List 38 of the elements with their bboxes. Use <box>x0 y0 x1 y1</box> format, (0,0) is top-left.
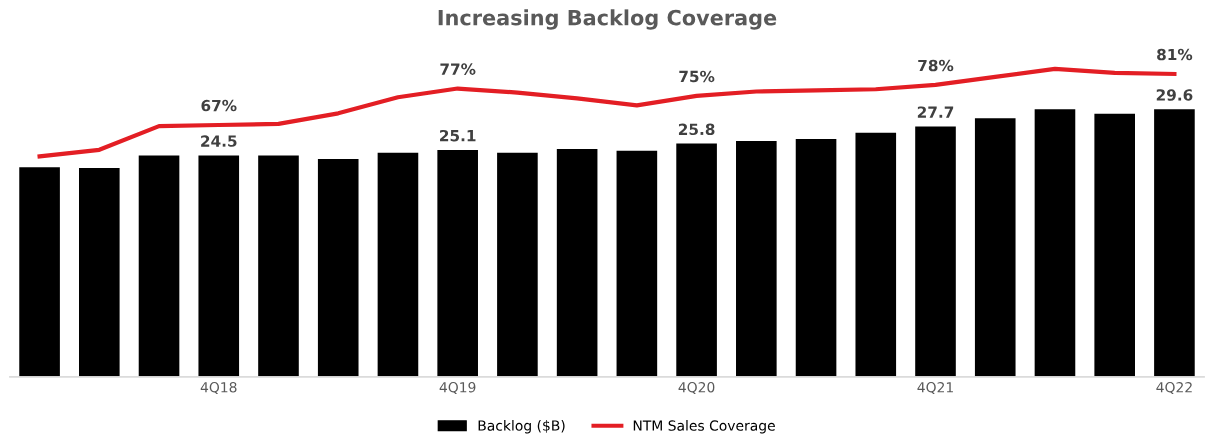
bar <box>377 152 419 377</box>
bar <box>1154 109 1195 377</box>
bar <box>437 149 478 377</box>
bar <box>258 155 299 377</box>
bar <box>855 132 897 377</box>
data-label: 29.6 <box>1156 89 1193 101</box>
bar <box>497 152 538 377</box>
legend-label: NTM Sales Coverage <box>633 420 775 434</box>
bar <box>736 140 777 377</box>
bar <box>317 158 359 377</box>
bar <box>556 149 598 377</box>
bar <box>1034 109 1076 377</box>
bar <box>198 155 240 377</box>
bar <box>795 139 837 377</box>
bar <box>616 150 658 377</box>
bar <box>138 155 180 377</box>
bar <box>1094 113 1135 377</box>
data-label: 25.8 <box>678 123 715 136</box>
x-tick-label: 4Q22 <box>1156 381 1192 395</box>
bar <box>915 126 956 377</box>
x-tick-label: 4Q20 <box>678 381 715 395</box>
bar <box>676 143 717 377</box>
data-label: 78% <box>918 59 954 72</box>
legend-label: Backlog ($B) <box>478 420 565 434</box>
data-label: 77% <box>440 63 476 75</box>
x-tick-label: 4Q19 <box>439 381 476 395</box>
bar <box>974 118 1016 377</box>
data-label: 25.1 <box>440 129 476 142</box>
x-tick-label: 4Q18 <box>200 381 237 395</box>
data-label: 67% <box>201 99 237 112</box>
chart-title: Increasing Backlog Coverage <box>438 9 777 30</box>
x-tick-label: 4Q21 <box>917 381 953 395</box>
data-label: 27.7 <box>917 106 954 118</box>
data-label: 24.5 <box>201 135 237 147</box>
data-label: 81% <box>1157 48 1193 61</box>
bar <box>19 167 60 377</box>
data-label: 75% <box>679 70 715 83</box>
bar <box>79 168 120 377</box>
